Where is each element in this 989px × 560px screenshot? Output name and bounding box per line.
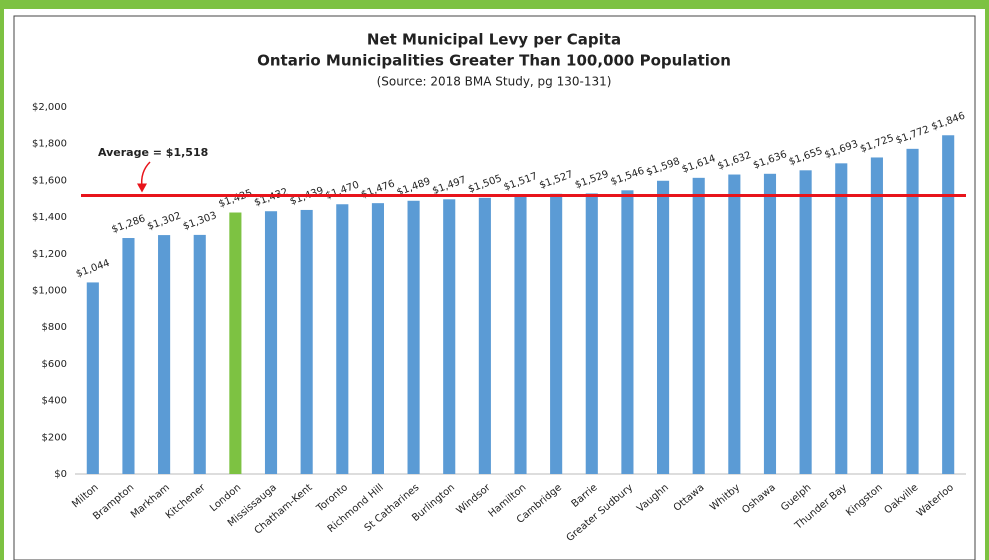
bar: [193, 234, 206, 474]
bar: [122, 238, 135, 474]
bar: [799, 170, 812, 474]
bar: [835, 163, 848, 474]
bar: [229, 212, 242, 474]
y-tick-label: $800: [42, 322, 67, 333]
y-tick-label: $0: [54, 469, 67, 480]
bar: [336, 204, 349, 474]
y-tick-label: $1,400: [32, 212, 67, 223]
y-tick-label: $2,000: [32, 102, 67, 113]
bar: [514, 195, 527, 474]
bar: [86, 282, 99, 474]
average-label: Average = $1,518: [98, 146, 208, 159]
bar: [692, 177, 705, 474]
bar: [585, 193, 598, 474]
y-tick-label: $200: [42, 432, 67, 443]
bar: [443, 199, 456, 474]
bar: [728, 174, 741, 474]
bar: [621, 190, 634, 474]
y-tick-label: $1,800: [32, 139, 67, 150]
bar: [158, 235, 171, 474]
chart-border: [13, 15, 976, 560]
bar: [550, 193, 563, 474]
bar: [264, 211, 278, 474]
bar: [906, 148, 919, 474]
bar: [870, 157, 883, 474]
chart-subtitle: Ontario Municipalities Greater Than 100,…: [257, 52, 731, 70]
y-tick-label: $400: [42, 396, 67, 407]
y-tick-label: $1,600: [32, 175, 67, 186]
bar: [657, 180, 670, 474]
average-arrowhead: [137, 183, 147, 193]
bar: [763, 173, 777, 474]
chart-source: (Source: 2018 BMA Study, pg 130-131): [377, 75, 612, 89]
bar: [478, 197, 491, 474]
chart-title: Net Municipal Levy per Capita: [367, 31, 621, 49]
y-tick-label: $1,200: [32, 249, 67, 260]
y-tick-label: $1,000: [32, 286, 67, 297]
bar: [942, 135, 955, 474]
y-tick-label: $600: [42, 359, 67, 370]
bar: [407, 200, 420, 474]
bar: [371, 203, 384, 475]
bar: [300, 209, 313, 475]
